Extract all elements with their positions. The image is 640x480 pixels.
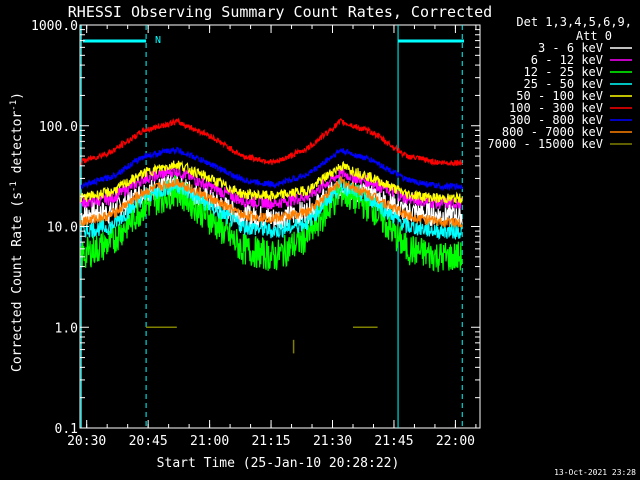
y-tick-label-2: 10.0 [47, 221, 78, 236]
x-axis-label: Start Time (25-Jan-10 20:28:22) [157, 456, 400, 471]
y-tick-label-3: 100.0 [39, 120, 78, 135]
chart-title: RHESSI Observing Summary Count Rates, Co… [68, 3, 492, 21]
legend-label-3: 25 - 50 keV [524, 77, 603, 91]
x-tick-label-5: 21:45 [374, 434, 413, 449]
series-3 [80, 177, 463, 241]
x-tick-label-4: 21:30 [313, 434, 352, 449]
x-tick-label-6: 22:00 [436, 434, 475, 449]
series-4-line [80, 160, 463, 204]
series-5-line [80, 117, 463, 167]
legend-label-6: 300 - 800 keV [509, 113, 603, 127]
series-1 [80, 166, 463, 210]
legend-label-2: 12 - 25 keV [524, 65, 603, 79]
x-tick-label-2: 21:00 [190, 434, 229, 449]
series-7 [80, 175, 463, 228]
legend-label-7: 800 - 7000 keV [502, 125, 603, 139]
legend-header-1: Det 1,3,4,5,6,9, [516, 15, 632, 29]
legend-label-1: 6 - 12 keV [531, 53, 603, 67]
x-tick-label-1: 20:45 [129, 434, 168, 449]
series-1-line [80, 166, 463, 210]
series-8 [146, 326, 378, 354]
y-label-sup1: -1 [9, 181, 19, 192]
series-5 [80, 117, 463, 167]
x-tick-label-3: 21:15 [251, 434, 290, 449]
series-4 [80, 160, 463, 204]
y-tick-label-4: 1000.0 [31, 19, 78, 34]
series-6-line [80, 146, 463, 192]
legend-label-0: 3 - 6 keV [538, 41, 603, 55]
y-label-end: ) [10, 92, 25, 100]
y-label-sup2: -1 [9, 100, 19, 111]
series-layer [80, 117, 463, 354]
legend-label-8: 7000 - 15000 keV [487, 137, 603, 151]
attenuator-flag: N [155, 35, 161, 46]
y-tick-label-1: 1.0 [55, 321, 78, 336]
footer-date: 13-Oct-2021 23:28 [554, 468, 636, 477]
y-label-mid: detector [10, 111, 25, 182]
series-6 [80, 146, 463, 192]
legend-header-2: Att 0 [576, 29, 612, 43]
y-tick-label-0: 0.1 [55, 422, 78, 437]
legend-label-5: 100 - 300 keV [509, 101, 603, 115]
y-label-main: Corrected Count Rate (s [10, 192, 25, 372]
shading-bands [80, 25, 464, 428]
y-axis-label: Corrected Count Rate (s-1 detector-1) [9, 92, 25, 372]
series-7-line [80, 175, 463, 228]
series-3-line [80, 177, 463, 241]
legend-label-4: 50 - 100 keV [516, 89, 603, 103]
x-tick-label-0: 20:30 [67, 434, 106, 449]
axes: 20:30 20:45 21:00 21:15 21:30 21:45 22:00 0.1 1.… [31, 19, 480, 449]
